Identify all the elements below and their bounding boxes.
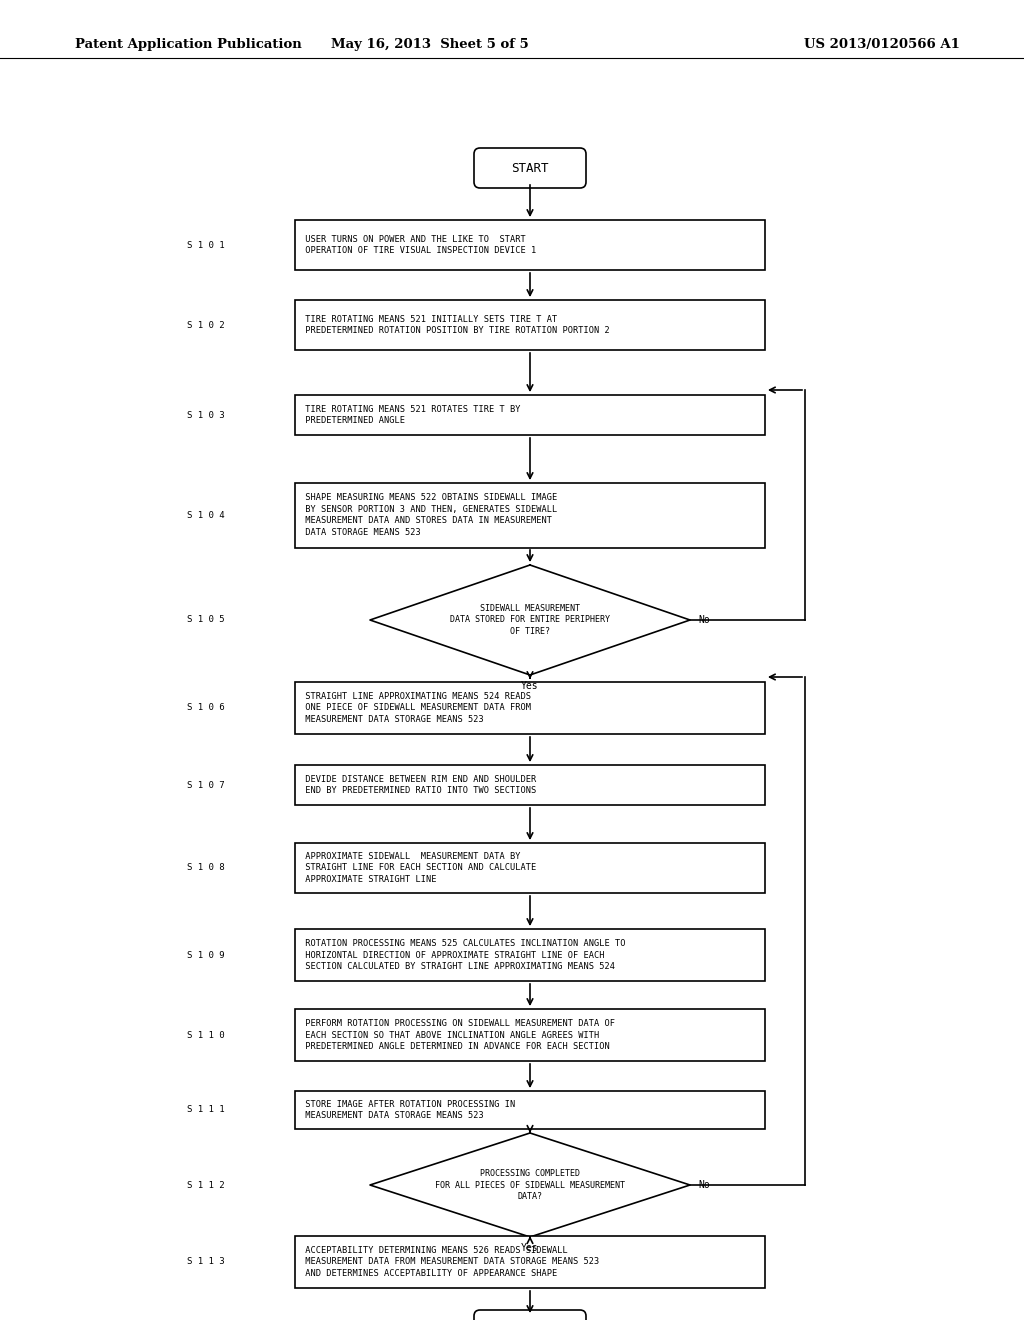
Bar (295, 1236, 765, 1288)
Text: PROCESSING COMPLETED
FOR ALL PIECES OF SIDEWALL MEASUREMENT
DATA?: PROCESSING COMPLETED FOR ALL PIECES OF S… (435, 1170, 625, 1201)
Text: Patent Application Publication: Patent Application Publication (75, 38, 302, 51)
Text: APPROXIMATE SIDEWALL  MEASUREMENT DATA BY
 STRAIGHT LINE FOR EACH SECTION AND CA: APPROXIMATE SIDEWALL MEASUREMENT DATA BY… (300, 851, 537, 884)
Bar (295, 843, 765, 894)
FancyBboxPatch shape (474, 1309, 586, 1320)
Text: US 2013/0120566 A1: US 2013/0120566 A1 (804, 38, 961, 51)
Text: SIDEWALL MEASUREMENT
DATA STORED FOR ENTIRE PERIPHERY
OF TIRE?: SIDEWALL MEASUREMENT DATA STORED FOR ENT… (450, 605, 610, 636)
Bar (295, 483, 765, 548)
Text: No: No (698, 615, 710, 624)
Bar (295, 682, 765, 734)
Text: S 1 0 2: S 1 0 2 (187, 321, 225, 330)
FancyBboxPatch shape (474, 148, 586, 187)
Text: PERFORM ROTATION PROCESSING ON SIDEWALL MEASUREMENT DATA OF
 EACH SECTION SO THA: PERFORM ROTATION PROCESSING ON SIDEWALL … (300, 1019, 615, 1051)
Bar (295, 929, 765, 981)
Bar (295, 1092, 765, 1129)
Text: S 1 1 1: S 1 1 1 (187, 1106, 225, 1114)
Text: USER TURNS ON POWER AND THE LIKE TO  START
 OPERATION OF TIRE VISUAL INSPECTION : USER TURNS ON POWER AND THE LIKE TO STAR… (300, 235, 537, 255)
Bar (295, 395, 765, 436)
Text: ROTATION PROCESSING MEANS 525 CALCULATES INCLINATION ANGLE TO
 HORIZONTAL DIRECT: ROTATION PROCESSING MEANS 525 CALCULATES… (300, 939, 626, 972)
Text: SHAPE MEASURING MEANS 522 OBTAINS SIDEWALL IMAGE
 BY SENSOR PORTION 3 AND THEN, : SHAPE MEASURING MEANS 522 OBTAINS SIDEWA… (300, 492, 557, 537)
Text: S 1 1 0: S 1 1 0 (187, 1031, 225, 1040)
Text: ACCEPTABILITY DETERMINING MEANS 526 READS SIDEWALL
 MEASUREMENT DATA FROM MEASUR: ACCEPTABILITY DETERMINING MEANS 526 READ… (300, 1246, 599, 1278)
Text: S 1 0 5: S 1 0 5 (187, 615, 225, 624)
Bar (295, 220, 765, 271)
Text: S 1 0 9: S 1 0 9 (187, 950, 225, 960)
Text: S 1 0 6: S 1 0 6 (187, 704, 225, 713)
Text: S 1 1 2: S 1 1 2 (187, 1180, 225, 1189)
Text: S 1 0 1: S 1 0 1 (187, 240, 225, 249)
Text: S 1 0 8: S 1 0 8 (187, 863, 225, 873)
Text: Yes: Yes (521, 1243, 539, 1253)
Text: STORE IMAGE AFTER ROTATION PROCESSING IN
 MEASUREMENT DATA STORAGE MEANS 523: STORE IMAGE AFTER ROTATION PROCESSING IN… (300, 1100, 515, 1121)
Bar (295, 766, 765, 805)
Text: May 16, 2013  Sheet 5 of 5: May 16, 2013 Sheet 5 of 5 (331, 38, 528, 51)
Text: START: START (511, 161, 549, 174)
Text: Yes: Yes (521, 681, 539, 690)
Text: DEVIDE DISTANCE BETWEEN RIM END AND SHOULDER
 END BY PREDETERMINED RATIO INTO TW: DEVIDE DISTANCE BETWEEN RIM END AND SHOU… (300, 775, 537, 796)
Text: TIRE ROTATING MEANS 521 INITIALLY SETS TIRE T AT
 PREDETERMINED ROTATION POSITIO: TIRE ROTATING MEANS 521 INITIALLY SETS T… (300, 314, 609, 335)
Bar (295, 300, 765, 350)
Text: S 1 0 7: S 1 0 7 (187, 780, 225, 789)
Text: S 1 0 3: S 1 0 3 (187, 411, 225, 420)
Text: No: No (698, 1180, 710, 1191)
Text: STRAIGHT LINE APPROXIMATING MEANS 524 READS
 ONE PIECE OF SIDEWALL MEASUREMENT D: STRAIGHT LINE APPROXIMATING MEANS 524 RE… (300, 692, 531, 725)
Text: S 1 1 3: S 1 1 3 (187, 1258, 225, 1266)
Text: S 1 0 4: S 1 0 4 (187, 511, 225, 520)
Text: TIRE ROTATING MEANS 521 ROTATES TIRE T BY
 PREDETERMINED ANGLE: TIRE ROTATING MEANS 521 ROTATES TIRE T B… (300, 405, 520, 425)
Bar (295, 1008, 765, 1061)
